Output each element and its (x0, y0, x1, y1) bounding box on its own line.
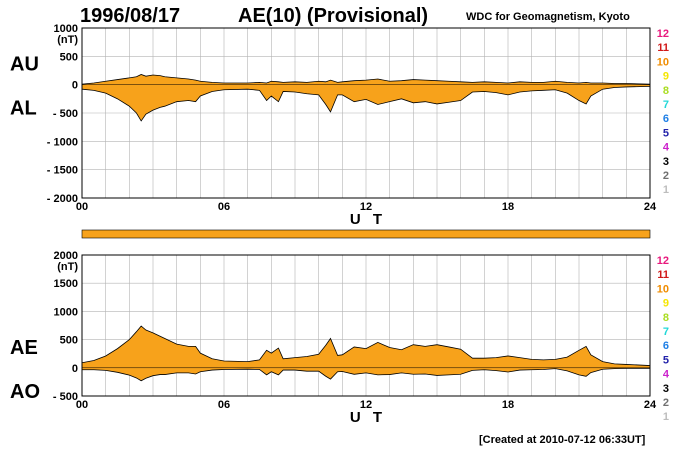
station-count-legend-lower: 12 11 10 9 8 7 6 5 4 3 2 1 (657, 255, 670, 423)
station-count-7: 7 (663, 326, 669, 338)
data-source: WDC for Geomagnetism, Kyoto (466, 11, 630, 23)
upper-panel-au-al: 1000 500 0 - 500 - 1000 - 1500 - 2000 (nT) 00 06 1… (10, 23, 657, 228)
series-label-au: AU (10, 54, 39, 76)
station-count-5: 5 (663, 127, 669, 139)
y-tick-label: 1000 (54, 23, 78, 35)
data-coverage-bar (81, 229, 651, 239)
y-tick-label: - 500 (53, 108, 78, 120)
y-tick-label: 1500 (54, 278, 78, 290)
station-count-4: 4 (663, 369, 670, 381)
series-line-ae (81, 325, 651, 366)
station-count-8: 8 (663, 85, 669, 97)
station-count-legend-upper: 12 11 10 9 8 7 6 5 4 3 2 1 (657, 28, 670, 196)
station-count-3: 3 (663, 156, 669, 168)
envelope-area (82, 326, 650, 381)
x-tick-label: 00 (76, 399, 88, 411)
y-tick-label: - 2000 (47, 193, 78, 205)
y-tick-label: 500 (60, 335, 78, 347)
station-count-11: 11 (657, 42, 669, 54)
station-count-10: 10 (657, 283, 669, 295)
y-tick-label: - 500 (53, 391, 78, 403)
station-count-8: 8 (663, 312, 669, 324)
x-tick-label: 12 (360, 399, 372, 411)
series-line-ao (82, 367, 650, 382)
station-count-2: 2 (663, 170, 669, 182)
station-count-9: 9 (663, 298, 669, 310)
plot-date: 1996/08/17 (80, 5, 180, 27)
lower-panel-ae-ao: 2000 1500 1000 500 0 - 500 (nT) 00 06 12 18 24 U T AE… (10, 250, 657, 426)
y-tick-label: 500 (60, 51, 78, 63)
plot-title: AE(10) (Provisional) (238, 5, 428, 27)
series-line-al (81, 85, 651, 122)
station-count-12: 12 (657, 255, 669, 267)
plot-frame (81, 254, 651, 397)
creation-timestamp: [Created at 2010-07-12 06:33UT] (479, 434, 646, 446)
envelope-area (82, 74, 650, 121)
station-count-12: 12 (657, 28, 669, 40)
station-count-9: 9 (663, 71, 669, 83)
station-count-10: 10 (657, 56, 669, 68)
y-unit-label: (nT) (57, 34, 78, 46)
series-line-au (81, 74, 651, 85)
station-count-1: 1 (663, 184, 669, 196)
y-tick-label: 0 (72, 80, 78, 92)
x-tick-label: 18 (502, 201, 514, 213)
x-tick-label: 06 (218, 399, 230, 411)
series-label-al: AL (10, 98, 37, 120)
station-count-7: 7 (663, 99, 669, 111)
y-tick-label: 1000 (54, 306, 78, 318)
y-tick-label: - 1500 (47, 165, 78, 177)
x-tick-label: 00 (76, 201, 88, 213)
station-count-4: 4 (663, 142, 670, 154)
station-count-1: 1 (663, 411, 669, 423)
x-tick-label: 24 (644, 399, 657, 411)
y-tick-label: 0 (72, 363, 78, 375)
series-label-ae: AE (10, 337, 38, 359)
station-count-6: 6 (663, 113, 669, 125)
series-label-ao: AO (10, 381, 40, 403)
y-tick-label: - 1000 (47, 136, 78, 148)
station-count-3: 3 (663, 383, 669, 395)
y-unit-label: (nT) (57, 261, 78, 273)
x-tick-label: 18 (502, 399, 514, 411)
station-count-5: 5 (663, 354, 669, 366)
station-count-11: 11 (657, 269, 669, 281)
x-axis-label: U T (350, 409, 386, 426)
x-axis-label: U T (350, 211, 386, 228)
station-count-6: 6 (663, 340, 669, 352)
y-tick-label: 2000 (54, 250, 78, 262)
x-tick-label: 06 (218, 201, 230, 213)
station-count-2: 2 (663, 397, 669, 409)
plot-frame (81, 27, 651, 199)
x-tick-label: 24 (644, 201, 657, 213)
x-tick-label: 12 (360, 201, 372, 213)
